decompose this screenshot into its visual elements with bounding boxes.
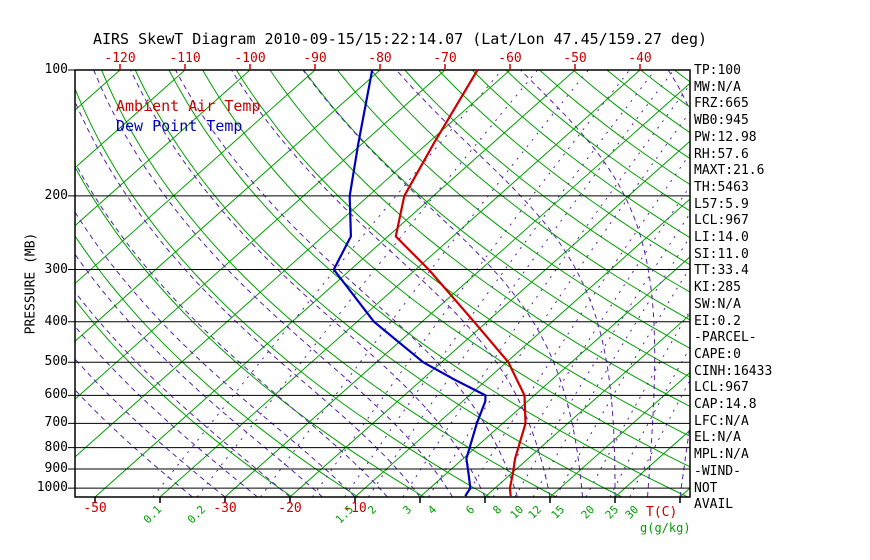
bottom-temp-tick-label: -10 [343,501,367,516]
chart-title: AIRS SkewT Diagram 2010-09-15/15:22:14.0… [92,30,708,48]
stat-line: MW:N/A [694,79,741,95]
stat-line: SW:N/A [694,296,741,312]
bottom-temp-tick-label: -50 [83,501,107,516]
stat-line: FRZ:665 [694,96,749,112]
legend-dew-point-temp: Dew Point Temp [116,117,243,135]
stats-panel: TP:100 MW:N/A FRZ:665 WB0:945 PW:12.98 RH:57.… [694,63,772,514]
stat-line: KI:285 [694,280,741,296]
stat-line: PW:12.98 [694,129,757,145]
stat-line: SI:11.0 [694,246,749,262]
stat-line: RH:57.6 [694,146,749,162]
top-temp-tick-label: -50 [563,51,587,66]
stat-line: CAPE:0 [694,346,741,362]
stat-line: LCL:967 [694,380,749,396]
pressure-tick-label: 500 [44,354,68,370]
stat-line: NOT [694,480,718,496]
stat-line: L57:5.9 [694,196,749,212]
stat-line: WB0:945 [694,113,749,129]
top-temp-tick-label: -80 [368,51,392,66]
stat-line: MPL:N/A [694,447,749,463]
stat-line: LCL:967 [694,213,749,229]
top-temp-tick-label: -100 [234,51,266,66]
pressure-tick-label: 100 [44,62,68,77]
stat-line: TT:33.4 [694,263,749,279]
bottom-temp-tick-label: -20 [278,501,302,516]
stat-line: AVAIL [694,497,734,513]
pressure-tick-label: 700 [44,415,68,431]
pressure-tick-label: 800 [44,439,68,455]
pressure-tick-label: 400 [44,313,68,329]
legend-ambient-air-temp: Ambient Air Temp [116,97,261,115]
stat-line: -PARCEL- [694,330,757,346]
pressure-tick-label: 600 [44,387,68,403]
top-temp-tick-label: -110 [169,51,201,66]
temp-unit-label: T(C) [646,505,678,520]
stat-line: LFC:N/A [694,413,749,429]
top-temp-tick-label: -90 [303,51,327,66]
mixing-unit-label: g(g/kg) [640,521,691,535]
stat-line: TH:5463 [694,179,749,195]
pressure-tick-label: 1000 [36,480,68,496]
stat-line: LI:14.0 [694,230,749,246]
stat-line: CINH:16433 [694,363,773,379]
top-temp-tick-label: -40 [628,51,652,66]
stat-line: CAP:14.8 [694,397,757,413]
stat-line: TP:100 [694,63,741,78]
top-temp-tick-label: -70 [433,51,457,66]
stat-line: -WIND- [694,463,741,479]
pressure-tick-label: 900 [44,461,68,476]
top-temp-tick-label: -120 [104,51,136,66]
pressure-tick-label: 300 [44,261,68,277]
bottom-temp-tick-label: -30 [213,501,237,516]
stat-line: EI:0.2 [694,313,741,329]
top-temp-tick-label: -60 [498,51,522,66]
stat-line: EL:N/A [694,430,741,446]
pressure-tick-label: 200 [44,187,68,203]
stat-line: MAXT:21.6 [694,163,765,179]
